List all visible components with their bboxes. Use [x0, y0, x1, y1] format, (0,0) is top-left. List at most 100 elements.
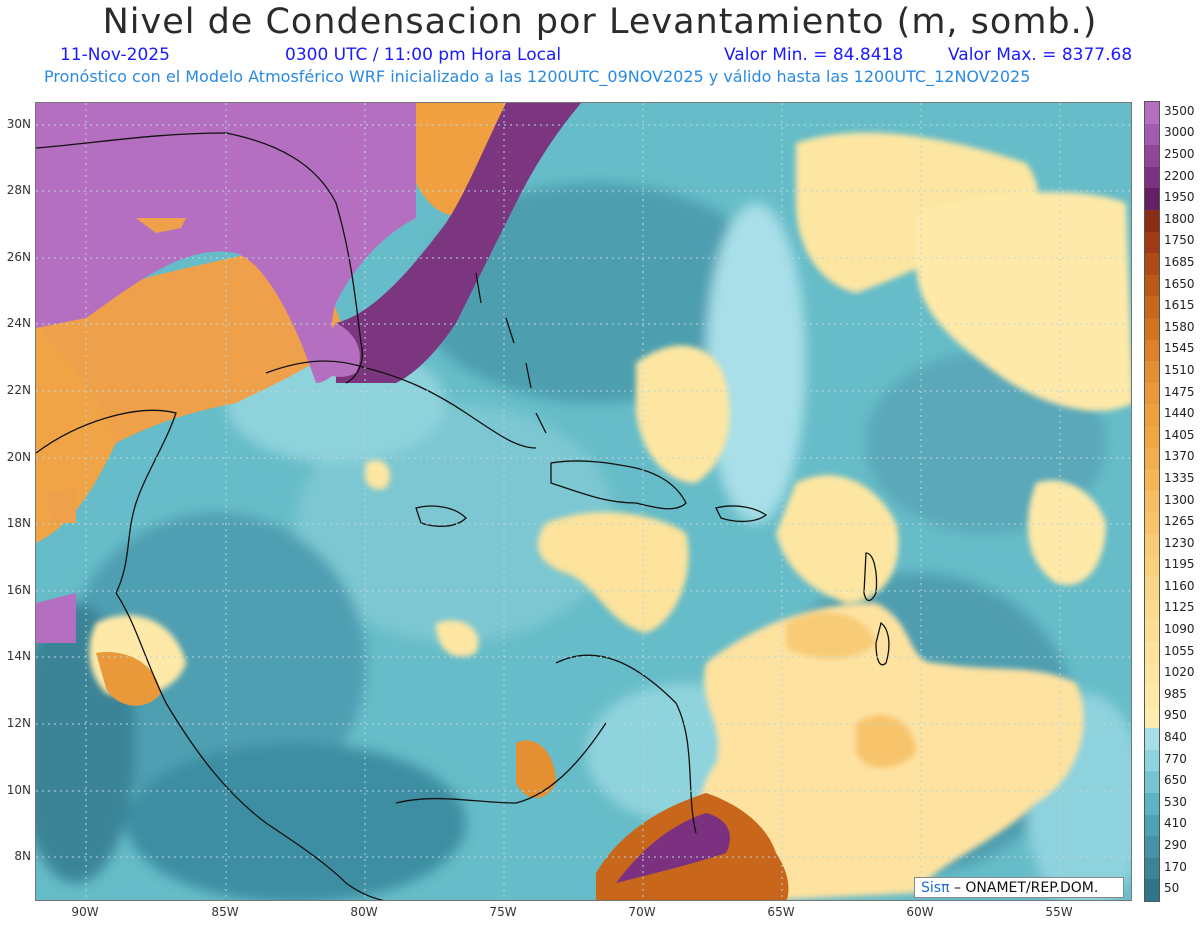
- colorbar-label: 2200: [1164, 168, 1195, 183]
- colorbar-segment: [1145, 296, 1159, 319]
- colorbar-label: 1580: [1164, 319, 1195, 334]
- value-max: Valor Max. = 8377.68: [948, 45, 1133, 65]
- colorbar-label: 1475: [1164, 384, 1195, 399]
- colorbar-segment: [1145, 879, 1159, 902]
- colorbar-segment: [1145, 404, 1159, 427]
- colorbar-label: 290: [1164, 838, 1187, 852]
- colorbar-segment: [1145, 231, 1159, 254]
- colorbar-label: 1125: [1164, 600, 1195, 615]
- colorbar-label: 650: [1164, 773, 1187, 788]
- lon-label-60w: 60W: [906, 905, 934, 919]
- forecast-time: 0300 UTC / 11:00 pm Hora Local: [285, 45, 562, 65]
- colorbar-segment: [1145, 728, 1159, 751]
- colorbar-label: 1615: [1164, 298, 1195, 313]
- colorbar-segment: [1145, 469, 1159, 492]
- colorbar-label: 1370: [1164, 449, 1195, 464]
- colorbar: [1144, 101, 1160, 902]
- lat-label-20n: 20N: [6, 450, 31, 464]
- colorbar-segment: [1145, 533, 1159, 556]
- lon-label-85w: 85W: [211, 905, 239, 919]
- colorbar-label: 1055: [1164, 643, 1195, 658]
- colorbar-segment: [1145, 512, 1159, 535]
- credit-text: – ONAMET/REP.DOM.: [953, 880, 1099, 896]
- colorbar-label: 1650: [1164, 276, 1195, 291]
- colorbar-segment: [1145, 836, 1159, 859]
- forecast-date: 11-Nov-2025: [60, 45, 170, 65]
- colorbar-segment: [1145, 145, 1159, 168]
- lat-label-12n: 12N: [6, 716, 31, 730]
- sispi-logo: Sisπ: [921, 880, 950, 896]
- lat-label-10n: 10N: [6, 783, 31, 797]
- map-canvas: [36, 103, 1131, 900]
- colorbar-segment: [1145, 620, 1159, 643]
- colorbar-label: 1265: [1164, 514, 1195, 529]
- colorbar-segment: [1145, 490, 1159, 513]
- colorbar-label: 985: [1164, 686, 1187, 701]
- colorbar-label: 2500: [1164, 146, 1195, 161]
- colorbar-segment: [1145, 425, 1159, 448]
- gulf-orange: [36, 243, 346, 543]
- colorbar-label: 1510: [1164, 362, 1195, 377]
- lon-label-70w: 70W: [628, 905, 656, 919]
- colorbar-segment: [1145, 274, 1159, 297]
- colorbar-label: 170: [1164, 859, 1187, 874]
- colorbar-segment: [1145, 793, 1159, 816]
- lat-label-8n: 8N: [14, 849, 31, 863]
- colorbar-segment: [1145, 166, 1159, 189]
- colorbar-segment: [1145, 447, 1159, 470]
- colorbar-segment: [1145, 188, 1159, 211]
- colorbar-segment: [1145, 641, 1159, 664]
- lat-label-18n: 18N: [6, 516, 31, 530]
- credit-box: Sisπ – ONAMET/REP.DOM.: [914, 877, 1124, 898]
- forecast-description: Pronóstico con el Modelo Atmosférico WRF…: [44, 67, 1031, 86]
- colorbar-segment: [1145, 361, 1159, 384]
- value-min: Valor Min. = 84.8418: [724, 45, 904, 65]
- map-panel: [35, 102, 1132, 901]
- colorbar-label: 770: [1164, 751, 1187, 766]
- colorbar-label: 410: [1164, 816, 1187, 831]
- colorbar-segment: [1145, 382, 1159, 405]
- lat-label-28n: 28N: [6, 183, 31, 197]
- colorbar-label: 1335: [1164, 470, 1195, 485]
- lon-label-65w: 65W: [767, 905, 795, 919]
- colorbar-label: 1800: [1164, 211, 1195, 226]
- colorbar-label: 1160: [1164, 578, 1195, 593]
- lat-label-22n: 22N: [6, 383, 31, 397]
- colorbar-segment: [1145, 771, 1159, 794]
- colorbar-label: 1300: [1164, 492, 1195, 507]
- coastlines: [36, 132, 890, 900]
- colorbar-label: 1090: [1164, 622, 1195, 637]
- colorbar-label: 1545: [1164, 341, 1195, 356]
- colorbar-label: 3000: [1164, 125, 1195, 140]
- lon-label-80w: 80W: [350, 905, 378, 919]
- colorbar-label: 1020: [1164, 665, 1195, 680]
- colorbar-segment: [1145, 339, 1159, 362]
- colorbar-segment: [1145, 577, 1159, 600]
- colorbar-segment: [1145, 685, 1159, 708]
- colorbar-segment: [1145, 123, 1159, 146]
- colorbar-segment: [1145, 555, 1159, 578]
- lon-label-90w: 90W: [71, 905, 99, 919]
- colorbar-label: 1405: [1164, 427, 1195, 442]
- lat-label-24n: 24N: [6, 316, 31, 330]
- colorbar-segment: [1145, 317, 1159, 341]
- lon-label-75w: 75W: [489, 905, 517, 919]
- colorbar-segment: [1145, 857, 1159, 880]
- graticule: [36, 103, 1131, 900]
- map-title: Nivel de Condensacion por Levantamiento …: [102, 2, 1098, 42]
- lat-label-30n: 30N: [6, 117, 31, 131]
- colorbar-segment: [1145, 209, 1159, 233]
- colorbar-segment: [1145, 102, 1159, 125]
- colorbar-label: 1685: [1164, 254, 1195, 269]
- lon-label-55w: 55W: [1045, 905, 1073, 919]
- colorbar-label: 530: [1164, 794, 1187, 809]
- colorbar-label: 840: [1164, 730, 1187, 745]
- colorbar-segment: [1145, 598, 1159, 621]
- colorbar-label: 1195: [1164, 557, 1195, 572]
- lat-label-16n: 16N: [6, 583, 31, 597]
- lat-label-26n: 26N: [6, 250, 31, 264]
- colorbar-label: 1230: [1164, 535, 1195, 550]
- colorbar-segment: [1145, 663, 1159, 686]
- colorbar-segment: [1145, 814, 1159, 837]
- lat-label-14n: 14N: [6, 649, 31, 663]
